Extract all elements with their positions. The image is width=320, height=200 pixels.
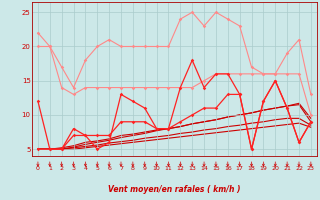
X-axis label: Vent moyen/en rafales ( km/h ): Vent moyen/en rafales ( km/h ) bbox=[108, 185, 241, 194]
